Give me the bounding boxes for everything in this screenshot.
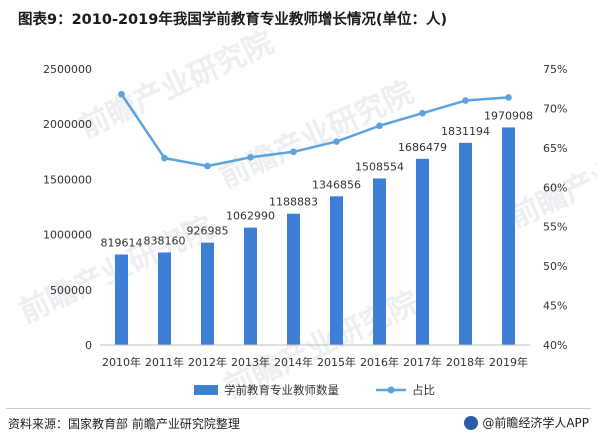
y-tick-label: 500000 bbox=[50, 284, 92, 297]
legend-label-bar: 学前教育专业教师数量 bbox=[224, 383, 339, 397]
bar bbox=[115, 254, 128, 345]
footer-divider bbox=[6, 408, 591, 409]
bar-label: 838160 bbox=[144, 234, 186, 247]
y-tick-label: 2000000 bbox=[43, 118, 92, 131]
brand-logo-icon bbox=[464, 415, 479, 430]
line-point bbox=[419, 109, 426, 117]
bar bbox=[158, 252, 171, 345]
chart-title: 图表9：2010-2019年我国学前教育专业教师增长情况(单位：人) bbox=[18, 12, 448, 28]
source-note: 资料来源：国家教育部 前瞻产业研究院整理 bbox=[8, 417, 240, 431]
line-path bbox=[120, 93, 509, 168]
legend-label-line: 占比 bbox=[412, 383, 435, 397]
x-tick-label: 2014年 bbox=[274, 355, 313, 369]
line-point bbox=[462, 97, 469, 104]
bar-label: 1508554 bbox=[355, 160, 404, 173]
bar bbox=[244, 227, 257, 345]
legend-marker-line bbox=[387, 386, 395, 394]
y-tick-label: 1500000 bbox=[43, 173, 92, 186]
legend: 学前教育专业教师数量 占比 bbox=[194, 383, 435, 397]
axes: 2010年 2011年 2012年 2013年 2014年 2015年 2016年 2017年… bbox=[43, 63, 567, 369]
bar-label: 926985 bbox=[187, 225, 229, 238]
y2-tick-label: 50% bbox=[543, 260, 567, 273]
y2-tick-label: 60% bbox=[543, 181, 567, 194]
y2-tick-label: 55% bbox=[543, 221, 567, 234]
line-point bbox=[161, 154, 168, 162]
x-tick-label: 2016年 bbox=[360, 355, 399, 369]
bar bbox=[201, 242, 214, 345]
x-tick-label: 2012年 bbox=[188, 355, 227, 369]
x-tick-label: 2015年 bbox=[317, 355, 356, 369]
y2-tick-label: 40% bbox=[543, 339, 567, 352]
x-tick-label: 2017年 bbox=[403, 355, 442, 369]
legend-swatch-bar bbox=[194, 385, 218, 395]
bar bbox=[416, 158, 429, 345]
bar bbox=[287, 213, 300, 345]
x-tick-label: 2013年 bbox=[231, 355, 270, 369]
x-tick-label: 2018年 bbox=[446, 355, 485, 369]
line-point bbox=[376, 122, 383, 130]
brand-text: @前瞻经济学人APP bbox=[482, 416, 589, 430]
y-tick-label: 0 bbox=[85, 339, 92, 352]
y-tick-label: 1000000 bbox=[43, 229, 92, 242]
bar-label: 819614 bbox=[101, 237, 143, 250]
bar bbox=[373, 178, 386, 345]
y2-tick-label: 70% bbox=[543, 102, 567, 115]
y-tick-label: 2500000 bbox=[43, 63, 92, 76]
line-point bbox=[247, 154, 254, 161]
brand: @前瞻经济学人APP bbox=[464, 414, 589, 431]
bar-label: 1346856 bbox=[312, 178, 361, 191]
bar-label: 1970908 bbox=[484, 109, 533, 122]
x-tick-label: 2010年 bbox=[102, 355, 141, 369]
x-tick-label: 2019年 bbox=[489, 355, 528, 369]
line-point bbox=[290, 148, 297, 156]
x-tick-label: 2011年 bbox=[145, 355, 184, 369]
y2-tick-label: 75% bbox=[543, 63, 567, 76]
line-point bbox=[333, 138, 340, 145]
bar-label: 1062990 bbox=[226, 210, 275, 223]
bar bbox=[330, 196, 343, 345]
bar bbox=[459, 142, 472, 345]
bar-label: 1686479 bbox=[398, 141, 447, 154]
y2-tick-label: 65% bbox=[543, 142, 567, 155]
bar bbox=[502, 127, 515, 345]
bar-series bbox=[115, 127, 515, 345]
bar-label: 1188883 bbox=[269, 196, 318, 209]
bar-label: 1831194 bbox=[441, 125, 490, 138]
line-point bbox=[505, 94, 512, 101]
line-series bbox=[118, 90, 512, 170]
line-point bbox=[118, 90, 125, 98]
line-point bbox=[204, 162, 211, 170]
y2-tick-label: 45% bbox=[543, 300, 567, 313]
